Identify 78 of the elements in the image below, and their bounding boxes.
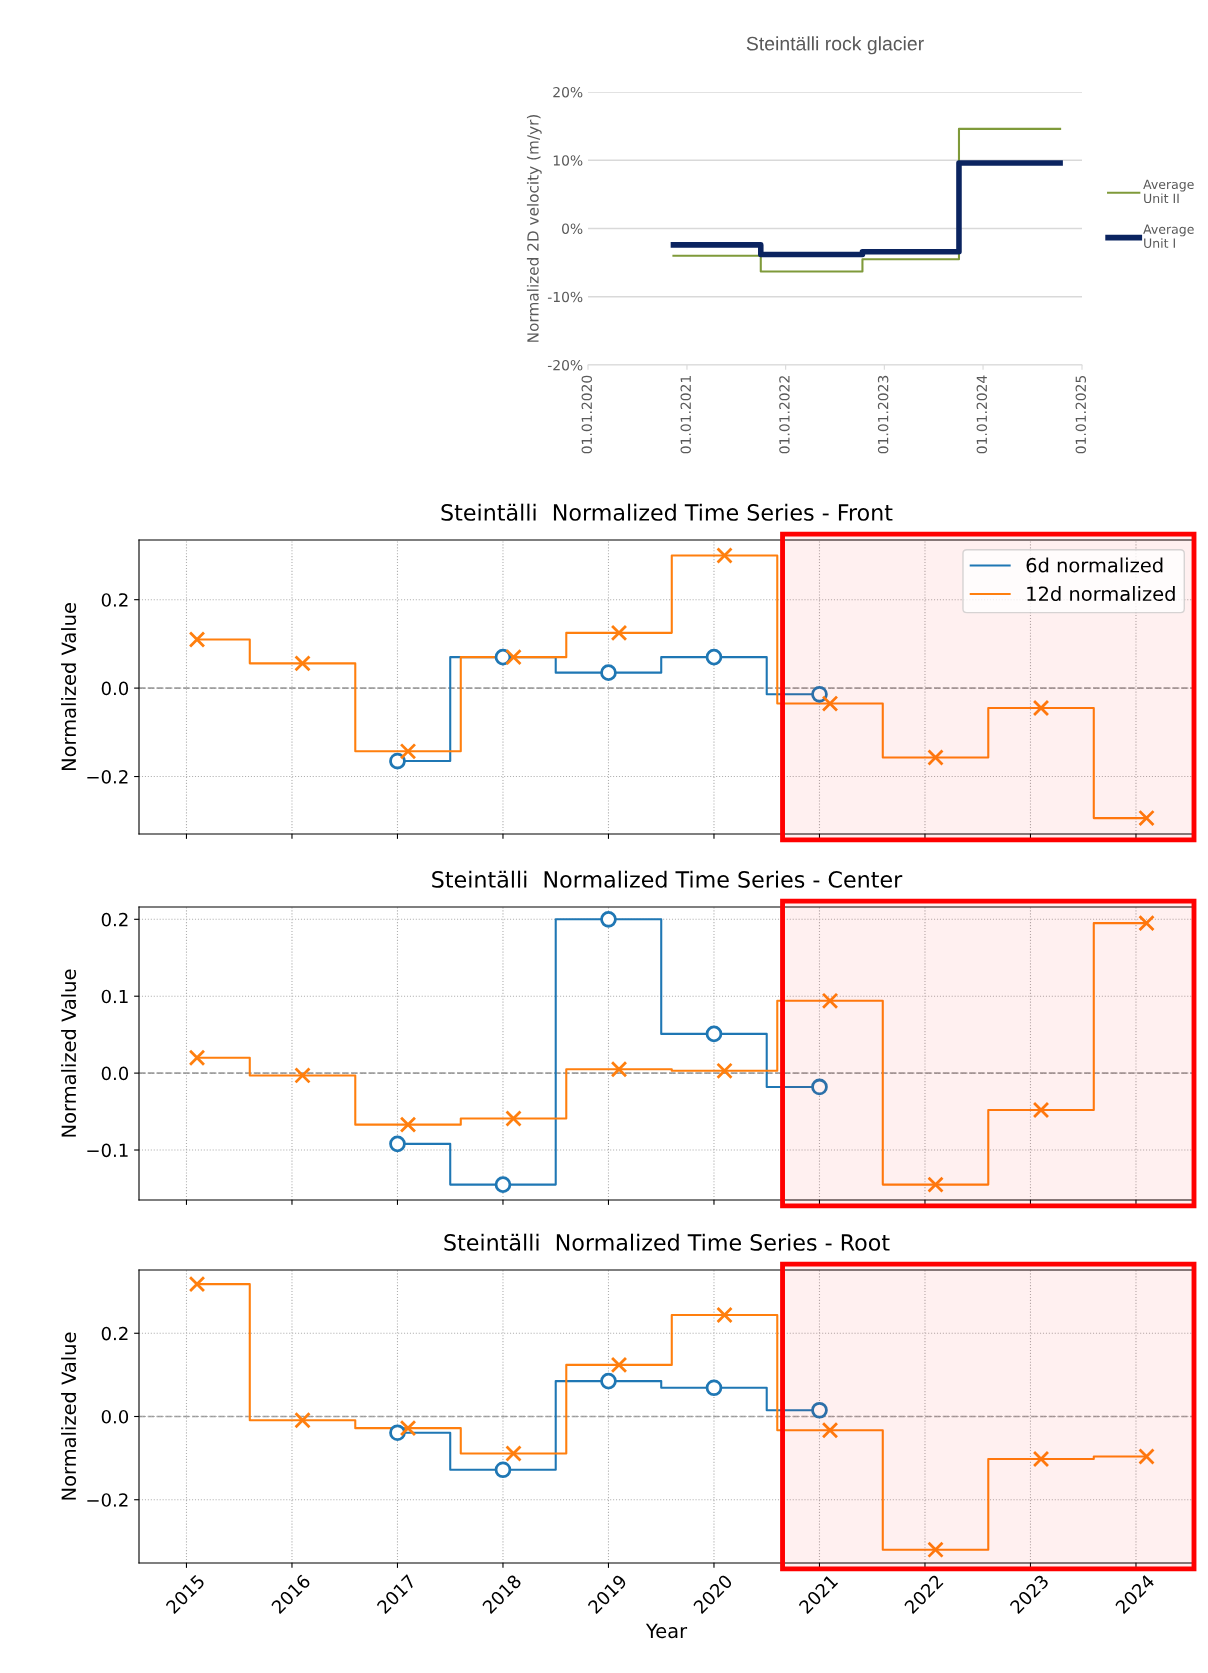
- y-axis-title: Normalized Value: [61, 603, 77, 771]
- point: [1032, 1450, 1050, 1468]
- point: [927, 749, 944, 766]
- x-axis-title: Year: [645, 1623, 688, 1639]
- y-axis-title: Normalized 2D velocity (m/yr): [526, 114, 542, 342]
- point: [389, 752, 406, 770]
- legend-label: Average Unit I: [1143, 224, 1194, 248]
- y-tick-label: 0.2: [101, 593, 128, 607]
- y-tick-label: 20%: [553, 86, 583, 98]
- point: [811, 685, 828, 703]
- point: [494, 1461, 512, 1479]
- x-tick-label: 01.01.2025: [1075, 375, 1087, 454]
- point: [389, 1424, 406, 1442]
- point: [188, 1049, 206, 1067]
- legend-label: Average Unit II: [1143, 179, 1194, 204]
- point: [505, 1110, 522, 1127]
- point: [1032, 1101, 1050, 1119]
- y-tick-label: 0.0: [101, 681, 129, 696]
- point: [1138, 1448, 1155, 1465]
- x-tick-label: 01.01.2022: [779, 376, 790, 454]
- y-axis-title: Normalized Value: [61, 1332, 77, 1500]
- point: [927, 1541, 944, 1559]
- point: [399, 1419, 417, 1437]
- point: [600, 1372, 617, 1390]
- y-tick-label: −0.1: [87, 1143, 128, 1158]
- y-tick-label: -20%: [547, 359, 583, 371]
- point: [505, 1445, 522, 1462]
- point: [716, 1306, 733, 1324]
- point: [600, 910, 617, 928]
- x-tick-label: 01.01.2024: [976, 375, 988, 454]
- point: [821, 992, 839, 1010]
- x-tick-label: 01.01.2021: [680, 376, 691, 454]
- point: [600, 664, 617, 681]
- point: [705, 1379, 723, 1397]
- y-tick-label: −0.2: [87, 769, 128, 784]
- point: [1138, 809, 1155, 827]
- point: [399, 1116, 417, 1133]
- y-tick-label: -10%: [547, 291, 583, 303]
- y-axis-title: Normalized Value: [61, 969, 77, 1137]
- y-tick-label: 0%: [562, 223, 583, 234]
- point: [294, 1067, 311, 1084]
- y-tick-label: −0.2: [87, 1493, 128, 1507]
- point: [705, 1025, 723, 1043]
- point: [927, 1176, 944, 1193]
- y-tick-label: 0.2: [101, 912, 128, 927]
- point: [716, 547, 733, 564]
- point: [716, 1062, 733, 1080]
- chart-title: Steintälli Normalized Time Series - Center: [432, 870, 903, 888]
- point: [294, 655, 311, 672]
- point: [188, 631, 206, 648]
- point: [610, 1060, 628, 1078]
- point: [811, 1401, 828, 1419]
- point: [821, 695, 839, 712]
- x-tick-label: 01.01.2020: [581, 375, 593, 454]
- y-tick-label: 0.0: [101, 1066, 129, 1081]
- point: [821, 1421, 839, 1439]
- point: [389, 1135, 406, 1153]
- chart-title: Steintälli rock glacier: [746, 36, 924, 55]
- point: [505, 648, 522, 666]
- point: [705, 648, 723, 666]
- chart-title: Steintälli Normalized Time Series - Front: [441, 503, 893, 521]
- point: [1138, 914, 1155, 932]
- chart-title: Steintälli Normalized Time Series - Root: [444, 1233, 890, 1251]
- y-tick-label: 0.0: [101, 1409, 129, 1424]
- legend-label: 12d normalized: [1027, 586, 1175, 602]
- point: [811, 1078, 828, 1096]
- point: [294, 1411, 311, 1429]
- point: [1032, 699, 1050, 717]
- point: [188, 1275, 206, 1293]
- point: [494, 1176, 512, 1193]
- y-tick-label: 0.2: [101, 1326, 128, 1341]
- point: [610, 624, 628, 642]
- point: [610, 1356, 628, 1374]
- point: [399, 742, 417, 760]
- x-tick-label: 01.01.2023: [877, 375, 889, 454]
- y-tick-label: 0.1: [101, 989, 128, 1004]
- legend-label: 6d normalized: [1026, 557, 1163, 573]
- y-tick-label: 10%: [553, 155, 583, 166]
